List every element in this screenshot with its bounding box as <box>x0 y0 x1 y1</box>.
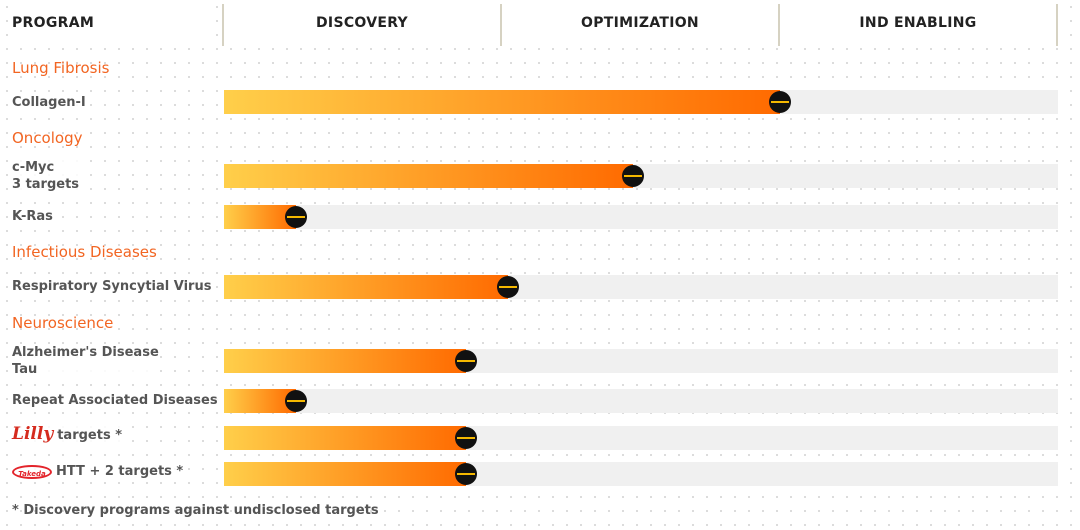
progress-marker <box>285 206 307 228</box>
progress-bar <box>224 164 633 188</box>
program-label-lilly: Lilly targets * <box>12 424 123 444</box>
program-label-k-ras: K-Ras <box>12 208 53 225</box>
column-divider <box>222 4 224 46</box>
progress-bar <box>224 389 296 413</box>
takeda-logo: Takeda <box>12 464 52 479</box>
progress-marker <box>285 390 307 412</box>
program-label-alzheimers: Alzheimer's Disease Tau <box>12 344 159 378</box>
progress-track <box>224 389 1058 413</box>
progress-bar <box>224 90 780 114</box>
progress-bar <box>224 349 466 373</box>
column-header-optimization: OPTIMIZATION <box>502 0 778 46</box>
program-label-c-myc: c-Myc 3 targets <box>12 159 80 193</box>
progress-track <box>224 426 1058 450</box>
progress-track <box>224 164 1058 188</box>
category-oncology: Oncology <box>12 129 83 147</box>
column-divider <box>1056 4 1058 46</box>
progress-marker <box>769 91 791 113</box>
program-label-collagen-i: Collagen-I <box>12 94 86 111</box>
progress-track <box>224 275 1058 299</box>
program-label-rsv: Respiratory Syncytial Virus <box>12 278 212 295</box>
category-neuroscience: Neuroscience <box>12 314 114 332</box>
progress-bar <box>224 205 296 229</box>
lilly-logo: Lilly <box>12 424 54 444</box>
progress-bar <box>224 426 466 450</box>
program-label-takeda: Takeda HTT + 2 targets * <box>12 463 184 480</box>
progress-marker <box>497 276 519 298</box>
progress-track <box>224 462 1058 486</box>
progress-track <box>224 90 1058 114</box>
column-header-ind-enabling: IND ENABLING <box>780 0 1056 46</box>
progress-track <box>224 349 1058 373</box>
column-header-program: PROGRAM <box>12 0 212 46</box>
column-header-discovery: DISCOVERY <box>224 0 500 46</box>
program-label-repeat-associated: Repeat Associated Diseases <box>12 392 218 409</box>
category-lung-fibrosis: Lung Fibrosis <box>12 59 110 77</box>
footnote: * Discovery programs against undisclosed… <box>12 503 379 518</box>
column-divider <box>500 4 502 46</box>
column-divider <box>778 4 780 46</box>
progress-bar <box>224 275 508 299</box>
progress-marker <box>455 427 477 449</box>
progress-marker <box>622 165 644 187</box>
progress-track <box>224 205 1058 229</box>
progress-marker <box>455 463 477 485</box>
progress-marker <box>455 350 477 372</box>
progress-bar <box>224 462 466 486</box>
category-infectious-diseases: Infectious Diseases <box>12 243 157 261</box>
